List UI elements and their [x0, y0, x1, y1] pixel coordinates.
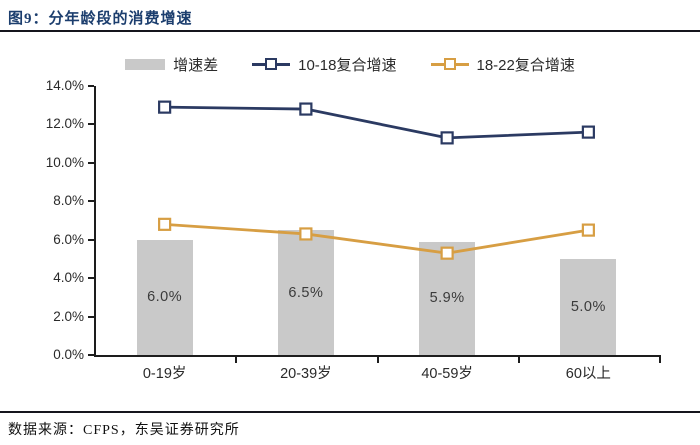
navy-line-square: [265, 57, 278, 70]
legend-label: 18-22复合增速: [476, 56, 575, 74]
bar: 6.0%: [136, 239, 193, 355]
y-axis-tick: [88, 85, 94, 87]
legend-item-gold-line: 18-22复合增速: [430, 54, 575, 75]
bar: 5.9%: [419, 241, 476, 355]
x-axis-tick: [376, 357, 379, 363]
x-axis-tick: [659, 357, 661, 363]
y-axis-tick: [88, 315, 94, 318]
x-axis-category-label: 40-59岁: [421, 366, 473, 382]
bar: 6.5%: [277, 230, 334, 355]
gold-line: [164, 222, 589, 255]
x-axis-category-label: 0-19岁: [142, 366, 187, 382]
legend-item-navy-line: 10-18复合增速: [252, 54, 397, 75]
gold-data-point-marker: [299, 227, 313, 241]
y-axis-tick-label: 8.0%: [53, 193, 84, 209]
bar-value-label: 6.5%: [288, 284, 324, 301]
x-axis-category-label: 20-39岁: [280, 366, 332, 382]
y-axis-line: [94, 86, 96, 357]
bar-value-label: 5.9%: [429, 290, 465, 307]
navy-line: [164, 105, 589, 140]
y-axis-tick: [88, 123, 94, 126]
navy-line-marker-icon: [252, 57, 291, 71]
navy-data-point-marker: [581, 125, 595, 139]
x-axis-line: [94, 355, 661, 357]
y-axis-tick: [88, 161, 94, 164]
chart-area: 0.0% 2.0% 4.0% 6.0% 8.0% 10.0% 12.0% 14.0% 0-19岁…: [45, 78, 661, 382]
y-axis-tick-label: 10.0%: [45, 154, 84, 170]
gold-line-marker-icon: [430, 57, 469, 71]
y-axis-tick: [88, 277, 94, 280]
title-divider: [0, 30, 700, 32]
bar-value-label: 6.0%: [147, 289, 183, 306]
y-axis-tick-label: 14.0%: [45, 78, 84, 93]
y-axis-tick-label: 6.0%: [53, 231, 84, 247]
y-axis-tick: [88, 238, 94, 241]
y-axis-tick: [88, 200, 94, 203]
gold-data-point-marker: [581, 223, 595, 237]
y-axis-tick: [88, 354, 94, 356]
data-source: 数据来源：CFPS，东吴证券研究所: [8, 423, 240, 438]
y-axis-tick-label: 4.0%: [53, 270, 84, 286]
footer-divider: [0, 411, 700, 413]
x-axis-tick: [235, 357, 238, 363]
navy-data-point-marker: [440, 131, 454, 145]
legend-item-bar: 增速差: [125, 54, 218, 75]
legend-label: 10-18复合增速: [298, 56, 397, 74]
gold-data-point-marker: [440, 246, 454, 260]
legend-label: 增速差: [173, 56, 219, 74]
navy-data-point-marker: [158, 100, 172, 114]
x-axis-category-label: 60以上: [565, 366, 611, 382]
line-series-overlay: [158, 100, 595, 260]
bar: 5.0%: [560, 258, 617, 355]
y-axis-tick-label: 2.0%: [53, 308, 84, 324]
y-axis-tick-label: 12.0%: [45, 116, 84, 132]
gold-line-square: [443, 57, 456, 70]
bar-value-label: 5.0%: [570, 298, 606, 315]
figure-title: 图9：分年龄段的消费增速: [8, 11, 193, 27]
navy-data-point-marker: [299, 102, 313, 116]
bar-swatch-icon: [125, 58, 166, 70]
gold-data-point-marker: [158, 217, 172, 231]
x-axis-tick: [517, 357, 520, 363]
y-axis-tick-label: 0.0%: [53, 347, 84, 362]
chart-legend: 增速差 10-18复合增速 18-22复合增速: [0, 54, 700, 74]
